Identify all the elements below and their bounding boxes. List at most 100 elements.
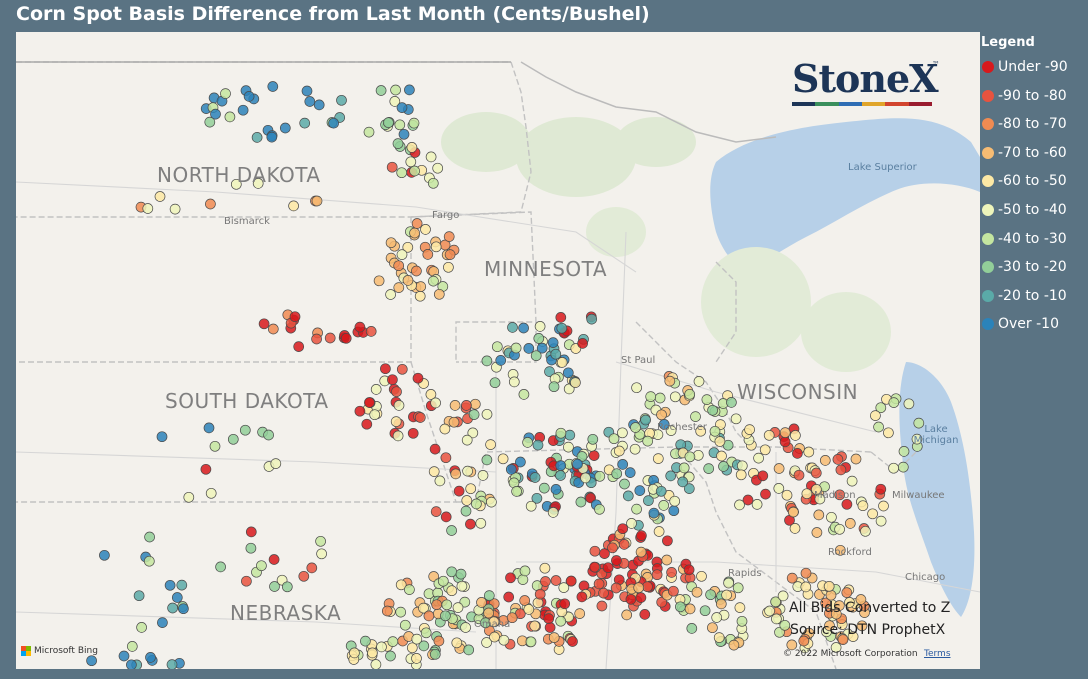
elevator-point[interactable] (509, 377, 519, 387)
elevator-point[interactable] (530, 473, 540, 483)
elevator-point[interactable] (712, 613, 722, 623)
elevator-point[interactable] (294, 342, 304, 352)
elevator-point[interactable] (380, 364, 390, 374)
elevator-point[interactable] (523, 437, 533, 447)
elevator-point[interactable] (482, 356, 492, 366)
elevator-point[interactable] (428, 178, 438, 188)
elevator-point[interactable] (442, 600, 452, 610)
elevator-point[interactable] (383, 118, 393, 128)
elevator-point[interactable] (715, 437, 725, 447)
elevator-point[interactable] (788, 507, 798, 517)
elevator-point[interactable] (535, 589, 545, 599)
elevator-point[interactable] (549, 633, 559, 643)
elevator-point[interactable] (702, 395, 712, 405)
elevator-point[interactable] (438, 576, 448, 586)
elevator-point[interactable] (404, 585, 414, 595)
elevator-point[interactable] (655, 393, 665, 403)
elevator-point[interactable] (640, 609, 650, 619)
elevator-point[interactable] (415, 291, 425, 301)
elevator-point[interactable] (578, 338, 588, 348)
elevator-point[interactable] (506, 573, 516, 583)
elevator-point[interactable] (410, 166, 420, 176)
elevator-point[interactable] (397, 103, 407, 113)
elevator-point[interactable] (889, 463, 899, 473)
elevator-point[interactable] (482, 409, 492, 419)
elevator-point[interactable] (387, 162, 397, 172)
elevator-point[interactable] (774, 483, 784, 493)
elevator-point[interactable] (845, 518, 855, 528)
elevator-point[interactable] (563, 368, 573, 378)
elevator-point[interactable] (524, 604, 534, 614)
elevator-point[interactable] (790, 430, 800, 440)
elevator-point[interactable] (165, 580, 175, 590)
elevator-point[interactable] (168, 603, 178, 613)
elevator-point[interactable] (305, 97, 315, 107)
elevator-point[interactable] (876, 484, 886, 494)
elevator-point[interactable] (700, 606, 710, 616)
elevator-point[interactable] (636, 593, 646, 603)
elevator-point[interactable] (765, 606, 775, 616)
elevator-point[interactable] (482, 455, 492, 465)
elevator-point[interactable] (782, 490, 792, 500)
elevator-point[interactable] (729, 640, 739, 650)
elevator-point[interactable] (451, 469, 461, 479)
elevator-point[interactable] (264, 430, 274, 440)
legend-item[interactable]: -50 to -40 (980, 200, 1067, 220)
elevator-point[interactable] (811, 468, 821, 478)
elevator-point[interactable] (445, 250, 455, 260)
elevator-point[interactable] (685, 389, 695, 399)
elevator-point[interactable] (461, 400, 471, 410)
elevator-point[interactable] (314, 100, 324, 110)
elevator-point[interactable] (716, 599, 726, 609)
elevator-point[interactable] (630, 444, 640, 454)
elevator-point[interactable] (290, 312, 300, 322)
elevator-point[interactable] (590, 546, 600, 556)
elevator-point[interactable] (533, 440, 543, 450)
elevator-point[interactable] (667, 567, 677, 577)
elevator-point[interactable] (685, 604, 695, 614)
elevator-point[interactable] (366, 326, 376, 336)
elevator-point[interactable] (127, 641, 137, 651)
elevator-point[interactable] (535, 321, 545, 331)
elevator-point[interactable] (424, 611, 434, 621)
legend-item[interactable]: -30 to -20 (980, 257, 1067, 277)
elevator-point[interactable] (155, 192, 165, 202)
elevator-point[interactable] (714, 633, 724, 643)
elevator-point[interactable] (447, 526, 457, 536)
elevator-point[interactable] (184, 492, 194, 502)
elevator-point[interactable] (694, 376, 704, 386)
elevator-point[interactable] (210, 441, 220, 451)
elevator-point[interactable] (246, 527, 256, 537)
elevator-point[interactable] (675, 602, 685, 612)
elevator-point[interactable] (431, 398, 441, 408)
elevator-point[interactable] (623, 491, 633, 501)
elevator-point[interactable] (267, 132, 277, 142)
elevator-point[interactable] (618, 524, 628, 534)
elevator-point[interactable] (595, 504, 605, 514)
elevator-point[interactable] (477, 597, 487, 607)
elevator-point[interactable] (836, 465, 846, 475)
elevator-point[interactable] (656, 486, 666, 496)
elevator-point[interactable] (484, 591, 494, 601)
legend-item[interactable]: -90 to -80 (980, 86, 1067, 106)
elevator-point[interactable] (329, 118, 339, 128)
elevator-point[interactable] (588, 434, 598, 444)
elevator-point[interactable] (241, 576, 251, 586)
legend-item[interactable]: -70 to -60 (980, 143, 1067, 163)
elevator-point[interactable] (568, 637, 578, 647)
elevator-point[interactable] (679, 463, 689, 473)
elevator-point[interactable] (441, 453, 451, 463)
elevator-point[interactable] (397, 364, 407, 374)
elevator-point[interactable] (312, 334, 322, 344)
elevator-point[interactable] (388, 637, 398, 647)
elevator-point[interactable] (377, 642, 387, 652)
elevator-point[interactable] (280, 123, 290, 133)
elevator-point[interactable] (599, 588, 609, 598)
basis-map[interactable]: NORTH DAKOTA MINNESOTA SOUTH DAKOTA WISC… (16, 32, 980, 669)
elevator-point[interactable] (431, 507, 441, 517)
elevator-point[interactable] (754, 453, 764, 463)
elevator-point[interactable] (530, 621, 540, 631)
elevator-point[interactable] (735, 500, 745, 510)
elevator-point[interactable] (556, 312, 566, 322)
elevator-point[interactable] (519, 323, 529, 333)
